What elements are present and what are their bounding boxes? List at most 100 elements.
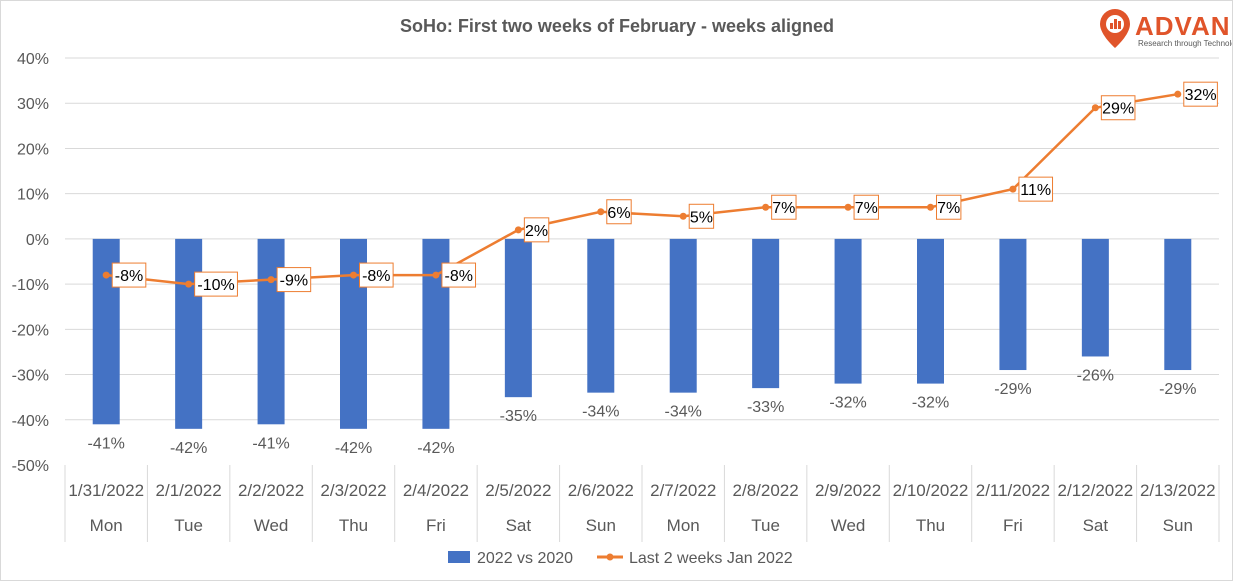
line-value-label: -9% xyxy=(280,273,308,290)
y-tick-label: -20% xyxy=(12,322,49,339)
line-marker xyxy=(350,271,357,279)
line-marker xyxy=(102,271,110,279)
x-tick-label-date: 2/6/2022 xyxy=(568,481,634,500)
bar-value-label: -32% xyxy=(829,395,866,412)
x-tick-label-date: 2/7/2022 xyxy=(650,481,716,500)
line-label-box xyxy=(688,203,715,229)
y-tick-label: 0% xyxy=(26,232,49,249)
line-value-label: 29% xyxy=(1102,101,1134,118)
line-labels: -8% -10% -9% -8% -8% 2% 6% 5% 7% 7% 7% 11% 29% 32% xyxy=(111,81,1218,297)
bar xyxy=(175,238,203,429)
bar-series xyxy=(92,238,1192,429)
bar-value-label: -32% xyxy=(912,395,949,412)
bar-value-label: -41% xyxy=(252,435,289,452)
bar-value-label: -33% xyxy=(747,399,784,416)
bar-value-label: -26% xyxy=(1077,367,1114,384)
line-label-box xyxy=(523,217,550,243)
bar xyxy=(587,238,615,393)
y-tick-label: -40% xyxy=(12,413,49,430)
line-label-box xyxy=(1100,95,1136,121)
bar-value-label: -35% xyxy=(500,408,537,425)
line-marker xyxy=(844,203,852,211)
bar-value-label: -42% xyxy=(335,440,372,457)
x-tick-label-date: 2/12/2022 xyxy=(1058,481,1134,500)
bar-value-label: -29% xyxy=(994,381,1031,398)
bar xyxy=(669,238,697,393)
line-value-label: -8% xyxy=(115,268,143,285)
line-marker xyxy=(514,226,522,234)
bar xyxy=(999,238,1027,371)
line-marker xyxy=(267,276,275,284)
x-tick-label-date: 2/4/2022 xyxy=(403,481,469,500)
x-tick-label-date: 2/3/2022 xyxy=(320,481,386,500)
legend-swatch-bar xyxy=(448,551,470,563)
line-label-box xyxy=(1018,176,1054,202)
line-label-box xyxy=(936,194,962,220)
bar-value-label: -41% xyxy=(88,435,125,452)
x-tick-label-weekday: Sat xyxy=(506,516,532,535)
x-tick-label-weekday: Wed xyxy=(831,516,866,535)
bar xyxy=(834,238,862,384)
line-marker xyxy=(1174,90,1182,98)
x-tick-label-date: 2/9/2022 xyxy=(815,481,881,500)
line-marker xyxy=(1009,185,1017,193)
x-tick-label-weekday: Fri xyxy=(426,516,446,535)
line-marker xyxy=(185,280,193,288)
line-value-label: -8% xyxy=(445,268,473,285)
y-tick-label: -30% xyxy=(12,368,49,385)
bar-value-label: -34% xyxy=(582,404,619,421)
line-label-box xyxy=(359,262,394,288)
bar xyxy=(1164,238,1192,371)
x-tick-label-weekday: Thu xyxy=(339,516,368,535)
y-tick-label: -10% xyxy=(12,277,49,294)
x-tick-label-weekday: Mon xyxy=(667,516,700,535)
x-tick-label-date: 2/10/2022 xyxy=(893,481,969,500)
bar xyxy=(1081,238,1109,357)
x-axis: 1/31/2022 Mon 2/1/2022 Tue 2/2/2022 Wed 2/3/20… xyxy=(64,465,1220,542)
line-marker xyxy=(597,208,605,216)
line-label-box xyxy=(194,271,238,297)
line-value-label: 5% xyxy=(690,209,713,226)
x-tick-label-weekday: Sat xyxy=(1083,516,1109,535)
x-tick-label-weekday: Tue xyxy=(751,516,780,535)
line-value-label: 32% xyxy=(1185,87,1217,104)
line-label-box xyxy=(441,262,477,288)
x-tick-label-date: 2/13/2022 xyxy=(1140,481,1216,500)
line-value-label: 6% xyxy=(607,205,630,222)
x-tick-label-weekday: Wed xyxy=(254,516,289,535)
line-label-box xyxy=(606,199,632,225)
line-label-box xyxy=(1183,81,1218,107)
line-value-label: -8% xyxy=(362,268,390,285)
x-tick-label-weekday: Sun xyxy=(1163,516,1193,535)
line-value-label: 2% xyxy=(525,223,548,240)
bar-labels: -41% -42% -41% -42% -42% -35% -34% -34% -33% -32%… xyxy=(88,367,1197,456)
bar-value-label: -42% xyxy=(417,440,454,457)
map-pin-icon xyxy=(1100,9,1130,48)
bar-value-label: -34% xyxy=(665,404,702,421)
line-label-box xyxy=(771,194,797,220)
y-tick-label: 10% xyxy=(17,187,49,204)
bar xyxy=(504,238,532,398)
line-value-label: 7% xyxy=(937,200,960,217)
legend-label-line: Last 2 weeks Jan 2022 xyxy=(629,550,793,567)
x-tick-label-date: 2/5/2022 xyxy=(485,481,551,500)
x-tick-label-weekday: Fri xyxy=(1003,516,1023,535)
x-tick-label-weekday: Tue xyxy=(174,516,203,535)
line-marker xyxy=(432,271,440,279)
x-tick-label-date: 2/2/2022 xyxy=(238,481,304,500)
logo-name: ADVAN xyxy=(1135,11,1231,41)
bar xyxy=(257,238,285,425)
x-tick-label-date: 2/1/2022 xyxy=(156,481,222,500)
y-tick-label: 30% xyxy=(17,96,49,113)
y-tick-label: 40% xyxy=(17,51,49,68)
y-axis: 40% 30% 20% 10% 0% -10% -20% -30% -40% -50% xyxy=(12,51,49,475)
line-marker xyxy=(762,203,770,211)
line-label-box xyxy=(276,267,312,293)
line-value-label: -10% xyxy=(197,277,234,294)
logo-tagline: Research through Technology xyxy=(1138,39,1232,48)
bar xyxy=(752,238,780,389)
legend-swatch-marker xyxy=(606,553,614,561)
advan-logo: ADVAN Research through Technology xyxy=(1100,9,1232,48)
